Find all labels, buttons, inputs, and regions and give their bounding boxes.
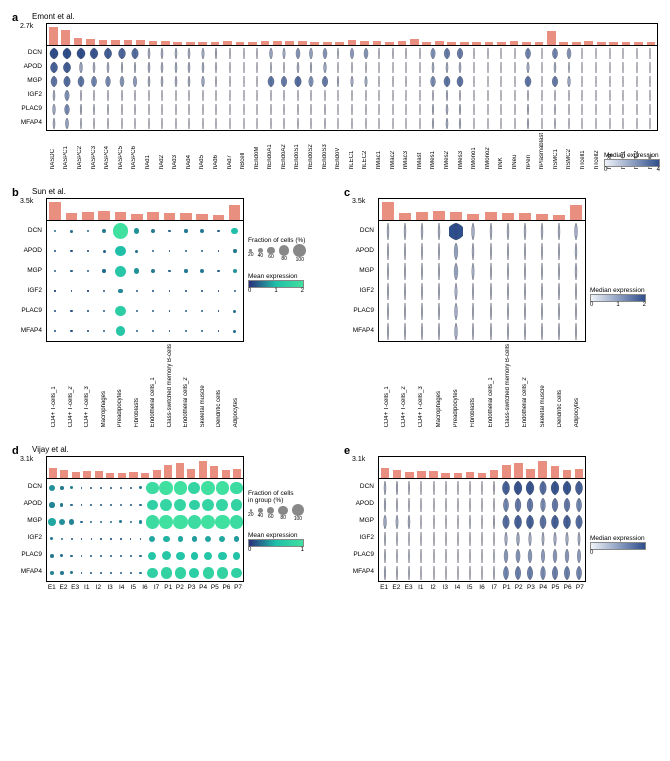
gene-label: MFAP4 [12,320,44,340]
legend-a: Median expression 04 [604,152,660,173]
frac-dots-d: 20406080100 [248,504,326,522]
chart-a: 2.7k DCNAPODMGPIGF2PLAC9MFAP4 [46,23,658,169]
gene-label: DCN [12,220,44,240]
legend-title-c: Median expression [590,287,658,294]
legend-title-a: Median expression [604,152,660,159]
panel-title-c [364,187,658,196]
panel-label-d: d [12,445,19,457]
gene-label: MFAP4 [12,563,44,580]
legend-grad-d [248,539,304,547]
chart-d: 3.1k DCNAPODMGPIGF2PLAC9MFAP4E1E2E3I1I2I… [46,456,244,591]
gene-label: APOD [344,240,376,260]
gene-label: PLAC9 [344,300,376,320]
ymax-b: 3.5k [20,198,33,205]
legend-grad-c [590,294,646,302]
gene-label: APOD [12,240,44,260]
panel-label-c: c [344,187,350,199]
ymax-c: 3.5k [352,198,365,205]
ymax-d: 3.1k [20,456,33,463]
legend-c: Median expression 012 [590,287,658,308]
gene-label: MGP [344,512,376,529]
legend-grad-a [604,159,660,167]
gene-label: APOD [344,495,376,512]
panel-label-b: b [12,187,19,199]
chart-e: 3.1k DCNAPODMGPIGF2PLAC9MFAP4 [378,456,586,591]
frac-title-d: Fraction of cells in group (%) [248,490,326,504]
panel-title-d: Vijay et al. [32,445,326,454]
ymax-e: 3.1k [352,456,365,463]
gene-label: DCN [12,45,44,59]
legend-b: Fraction of cells (%) 20406080100 Mean e… [248,237,326,294]
gene-label: MGP [344,260,376,280]
panel-title-a: Emont et al. [32,12,658,21]
gene-label: MFAP4 [344,563,376,580]
frac-title-b: Fraction of cells (%) [248,237,326,244]
legend-grad-e [590,542,646,550]
panel-title-e [364,445,658,454]
panel-c: c 3.5k DCNAPODMGPIGF2PLAC9MFAP4 [344,187,658,427]
chart-b: 3.5k DCNAPODMGPIGF2PLAC9MFAP4CD4+ T-cell… [46,198,244,427]
panel-label-a: a [12,12,18,24]
gene-label: IGF2 [12,87,44,101]
ymax-a: 2.7k [20,23,33,30]
legend-d: Fraction of cells in group (%) 204060801… [248,490,326,553]
gene-label: DCN [344,220,376,240]
gene-label: IGF2 [344,529,376,546]
gene-label: DCN [12,478,44,495]
chart-c: 3.5k DCNAPODMGPIGF2PLAC9MFAP4 [378,198,586,427]
gene-label: PLAC9 [344,546,376,563]
gene-label: IGF2 [12,280,44,300]
gene-label: DCN [344,478,376,495]
gene-label: PLAC9 [12,101,44,115]
panel-b: b Sun et al. 3.5k DCNAPODMGPIGF2PLAC9MFA… [12,187,326,427]
panel-title-b: Sun et al. [32,187,326,196]
legend-title-e: Median expression [590,535,658,542]
panel-label-e: e [344,445,350,457]
gene-label: MGP [12,512,44,529]
gene-label: MFAP4 [344,320,376,340]
gene-label: APOD [12,495,44,512]
gene-label: MFAP4 [12,115,44,129]
legend-e: Median expression 0 [590,535,658,556]
gene-label: MGP [12,260,44,280]
gene-label: PLAC9 [12,546,44,563]
gene-label: APOD [12,59,44,73]
mean-title-d: Mean expression [248,532,326,539]
gene-label: IGF2 [344,280,376,300]
frac-dots-b: 20406080100 [248,244,326,263]
panel-d: d Vijay et al. 3.1k DCNAPODMGPIGF2PLAC9M… [12,445,326,591]
legend-grad-b [248,280,304,288]
panel-a: a Emont et al. 2.7k DCNAPODMGPIGF2PLAC9M… [12,12,658,169]
gene-label: IGF2 [12,529,44,546]
gene-label: MGP [12,73,44,87]
gene-label: PLAC9 [12,300,44,320]
panel-e: e 3.1k DCNAPODMGPIGF2PLAC9MFAP4 [344,445,658,591]
mean-title-b: Mean expression [248,273,326,280]
